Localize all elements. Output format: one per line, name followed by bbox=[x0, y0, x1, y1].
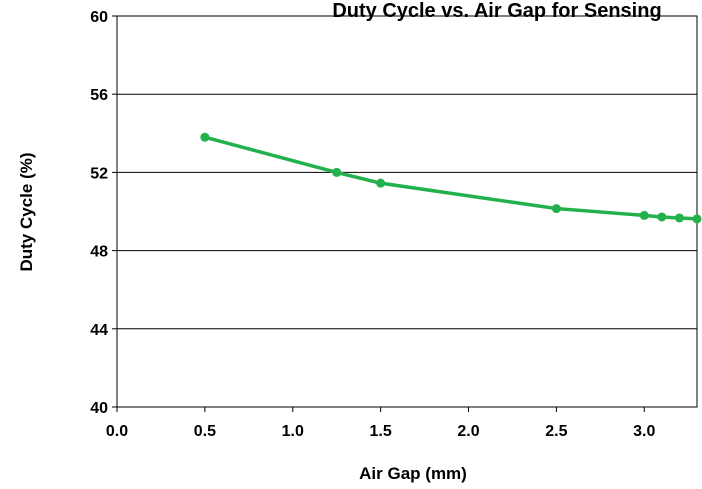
x-tick-label-6: 3.0 bbox=[633, 423, 655, 440]
y-tick-labels: 40 44 48 52 56 60 bbox=[90, 9, 117, 417]
series-line-0 bbox=[204, 135, 698, 221]
y-tick-label-0: 40 bbox=[90, 400, 108, 417]
grid-lines bbox=[117, 93, 697, 330]
data-point-3 bbox=[551, 204, 561, 214]
x-tick-label-5: 2.5 bbox=[545, 423, 567, 440]
data-point-0 bbox=[200, 132, 210, 142]
data-point-7 bbox=[692, 214, 702, 224]
x-tick-label-0: 0.0 bbox=[106, 423, 128, 440]
y-tick-label-2: 48 bbox=[90, 244, 108, 261]
y-tick-label-3: 52 bbox=[90, 165, 108, 182]
x-tick-label-4: 2.0 bbox=[457, 423, 479, 440]
chart-title: Duty Cycle vs. Air Gap for Sensing bbox=[332, 0, 661, 22]
y-axis-title: Duty Cycle (%) bbox=[17, 152, 36, 271]
data-point-2 bbox=[376, 178, 386, 188]
y-tick-label-1: 44 bbox=[90, 322, 108, 339]
plot-area bbox=[116, 15, 698, 408]
y-tick-label-4: 56 bbox=[90, 87, 108, 104]
y-tick-label-5: 60 bbox=[90, 9, 108, 26]
series-layer bbox=[200, 132, 702, 224]
data-point-5 bbox=[657, 212, 667, 222]
x-tick-label-2: 1.0 bbox=[282, 423, 304, 440]
x-tick-labels: 0.0 0.5 1.0 1.5 2.0 2.5 3.0 bbox=[106, 407, 655, 440]
x-tick-label-1: 0.5 bbox=[194, 423, 216, 440]
x-axis-title: Air Gap (mm) bbox=[359, 464, 467, 483]
x-tick-label-3: 1.5 bbox=[370, 423, 392, 440]
data-point-1 bbox=[332, 167, 342, 177]
data-point-6 bbox=[674, 213, 684, 223]
data-point-4 bbox=[639, 210, 649, 220]
